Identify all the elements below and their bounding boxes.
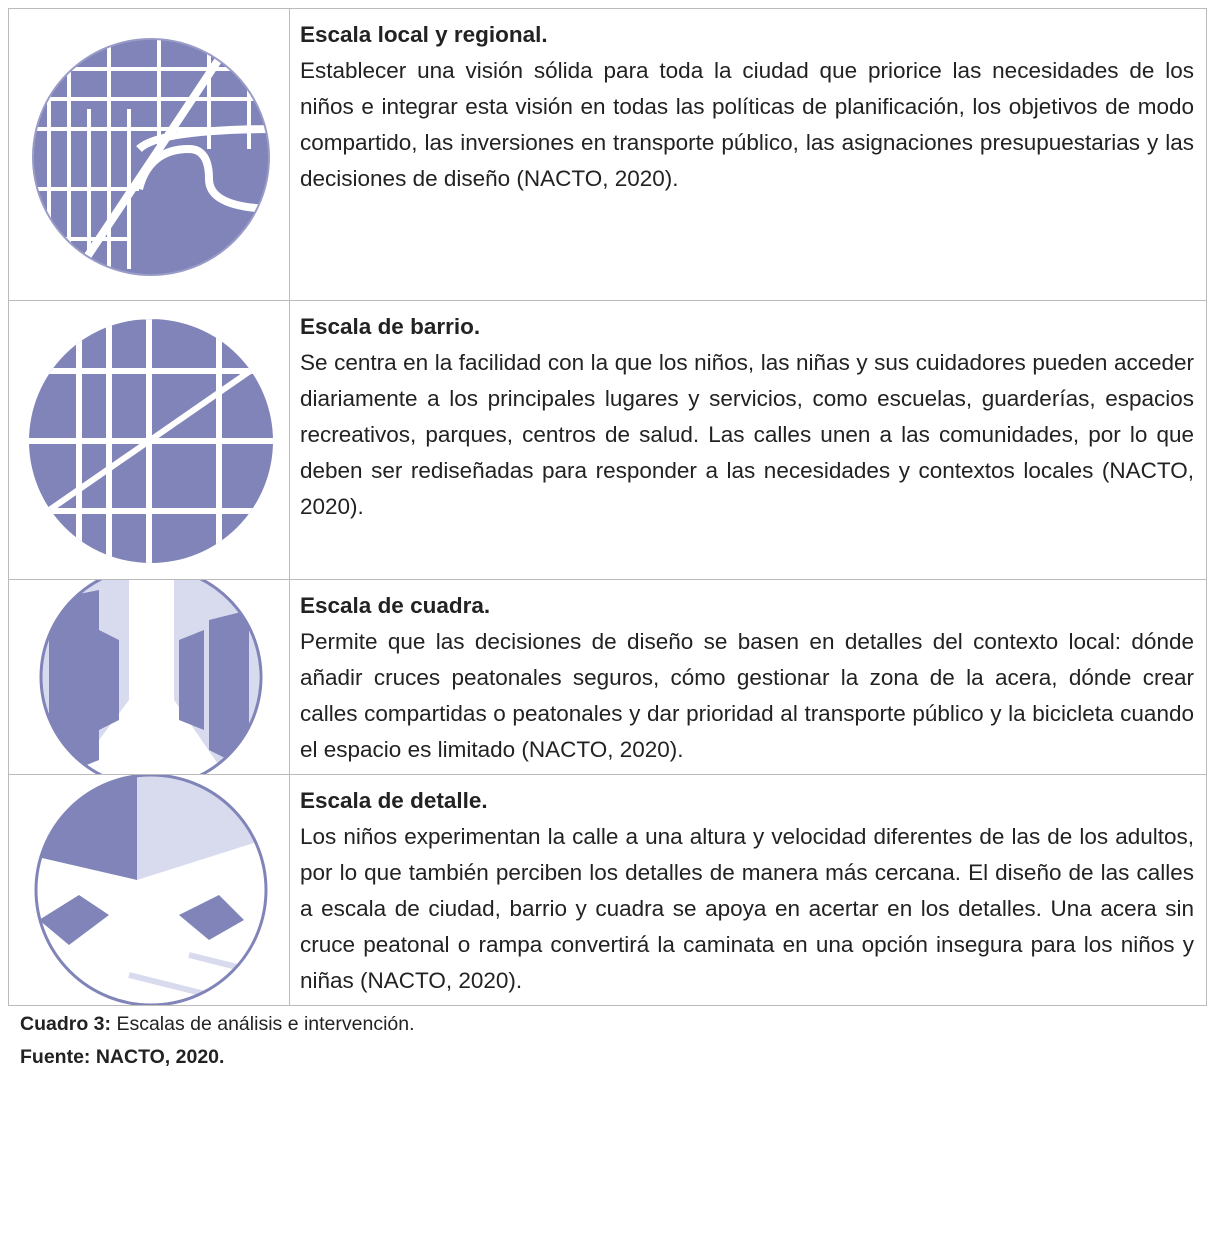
icon-cell (8, 8, 290, 301)
text-cell: Escala local y regional. Establecer una v… (289, 8, 1207, 301)
text-cell: Escala de detalle. Los niños experimentan… (289, 774, 1207, 1006)
row-text: Los niños experimentan la calle a una al… (300, 824, 1194, 993)
text-cell: Escala de barrio. Se centra en la facilid… (289, 300, 1207, 580)
icon-cell (8, 300, 290, 580)
caption: Cuadro 3: Escalas de análisis e interven… (20, 1008, 415, 1074)
row-text: Permite que las decisiones de diseño se … (300, 629, 1194, 762)
icon-cell (8, 579, 290, 775)
scales-table: Escala local y regional. Establecer una v… (8, 8, 1207, 1006)
caption-text: Escalas de análisis e intervención. (116, 1013, 415, 1035)
icon-cell (8, 774, 290, 1006)
row-text: Establecer una visión sólida para toda l… (300, 58, 1194, 191)
row-title: Escala local y regional. (300, 22, 548, 47)
row-title: Escala de cuadra. (300, 593, 491, 618)
neighborhood-icon (29, 319, 273, 563)
caption-source: Fuente: NACTO, 2020. (20, 1046, 225, 1068)
city-icon (32, 38, 270, 276)
block-icon (39, 580, 263, 774)
row-text: Se centra en la facilidad con la que los… (300, 350, 1194, 519)
row-title: Escala de detalle. (300, 788, 488, 813)
row-title: Escala de barrio. (300, 314, 481, 339)
detail-icon (34, 775, 268, 1005)
text-cell: Escala de cuadra. Permite que las decisio… (289, 579, 1207, 775)
caption-label: Cuadro 3: (20, 1013, 112, 1035)
